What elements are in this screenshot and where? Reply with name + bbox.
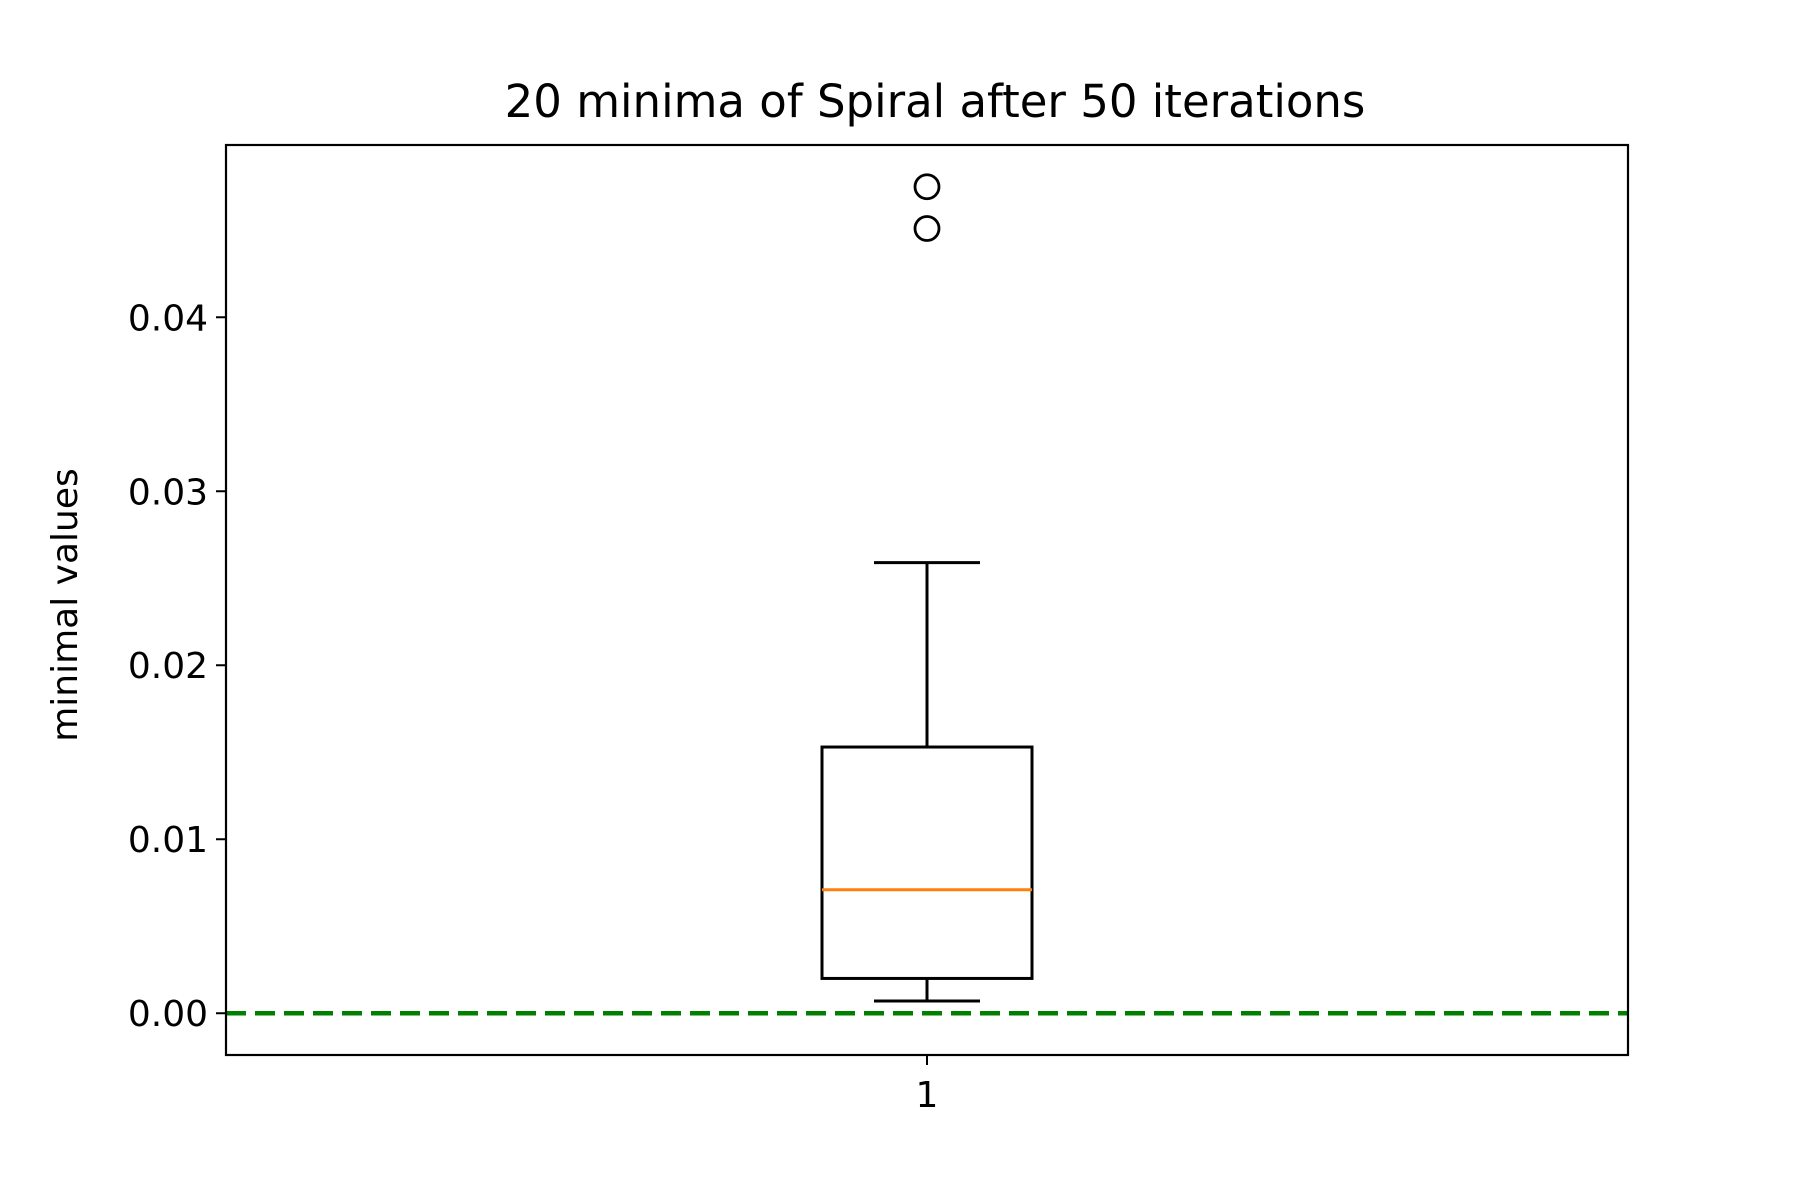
y-tick-label: 0.03 [128,472,208,513]
plot-frame [224,143,1630,1057]
outlier-point [913,173,941,201]
y-tick-label: 0.00 [128,994,208,1035]
y-tick-label: 0.02 [128,646,208,687]
x-tick-label: 1 [916,1075,939,1116]
interquartile-box [820,745,1034,980]
y-tick-label: 0.01 [128,820,208,861]
y-axis-label: minimal values [45,468,86,742]
y-tick-label: 0.04 [128,298,208,339]
outlier-point [913,215,941,242]
x-axis: 1 [916,1055,939,1116]
chart-title: 20 minima of Spiral after 50 iterations [505,75,1366,128]
y-axis: 0.00 0.01 0.02 0.03 0.04 [128,298,226,1035]
plot-area [226,173,1628,1016]
box-group [820,173,1034,1003]
